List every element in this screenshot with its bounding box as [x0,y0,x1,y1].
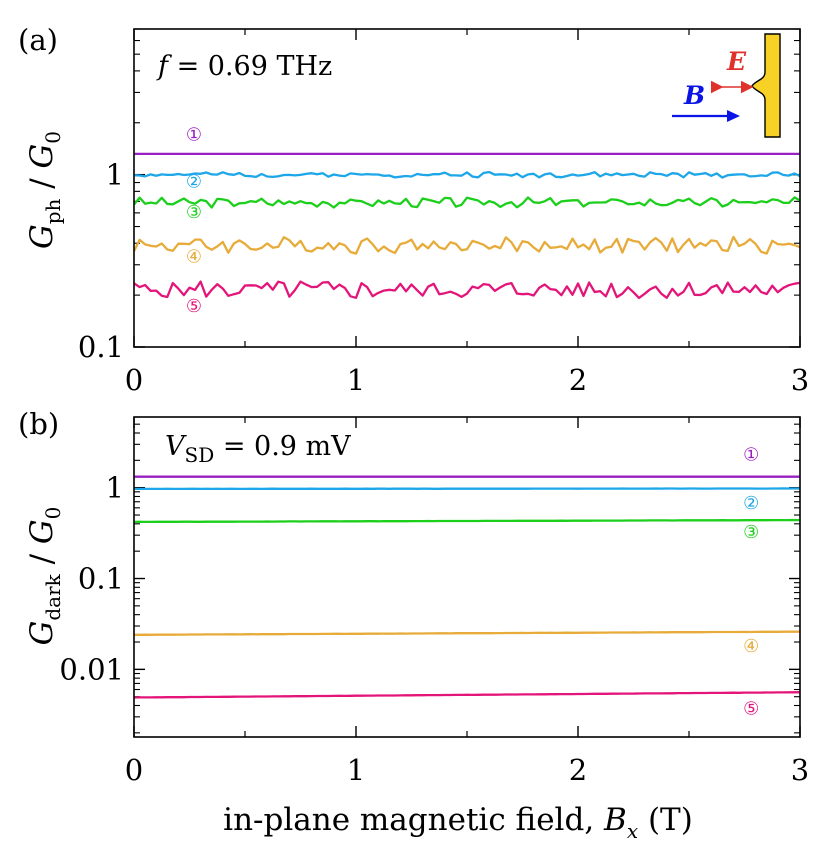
panel-b-series [133,475,801,699]
series-line-3 [133,518,801,524]
series-marker-3: ③ [186,202,202,223]
panel-b: (b) Gdark / G0 VSD = 0.9 mV 0 1 2 3 0.01 0.1 1… [18,407,809,787]
panel-b-markers: ① ② ③ ④ ⑤ [743,444,759,719]
y-tick-label: 0.1 [78,330,124,364]
series-line-5 [133,280,801,300]
panel-b-frame [133,416,801,738]
panel-a-markers: ① ② ③ ④ ⑤ [186,124,202,316]
inset-schematic: E B [672,33,781,138]
series-marker-4: ④ [186,246,202,267]
y-tick-label: 0.01 [59,652,124,686]
svg-text:Gph / G0: Gph / G0 [24,131,65,249]
panel-a-ylabel: Gph / G0 [24,131,65,249]
svg-text:Gdark / G0: Gdark / G0 [24,507,65,646]
x-axis-label: in-plane magnetic field, Bx (T) [223,802,693,843]
panel-a-frame [133,28,801,348]
x-tick-label: 3 [791,363,809,397]
panel-b-label: (b) [18,407,59,441]
series-line-3 [133,196,801,209]
series-marker-4: ④ [743,636,759,657]
series-line-2 [133,170,801,179]
panel-a-annotation: f = 0.69 THz [156,51,332,82]
y-tick-label: 1 [106,471,124,505]
series-line-5 [133,691,801,699]
E-label: E [726,47,747,76]
series-marker-5: ⑤ [743,698,759,719]
series-marker-1: ① [186,124,202,145]
B-label: B [683,81,705,110]
panel-a: (a) Gph / G0 f = 0.69 THz 0 1 2 3 0.1 1 ① ② ③ ④ ⑤… [18,23,809,397]
x-tick-label: 3 [791,753,809,787]
x-tick-label: 2 [569,363,587,397]
B-arrowhead [727,110,740,122]
panel-b-ylabel: Gdark / G0 [24,507,65,646]
series-marker-1: ① [743,444,759,465]
series-marker-5: ⑤ [186,296,202,317]
panel-a-series [132,152,801,300]
series-line-4 [134,630,800,636]
y-tick-label: 1 [106,158,124,192]
x-tick-label: 0 [125,753,143,787]
contact-shape [751,33,781,138]
series-marker-2: ② [743,493,759,514]
x-tick-label: 1 [347,363,365,397]
y-tick-label: 0.1 [78,562,124,596]
x-tick-label: 0 [125,363,143,397]
series-line-4 [132,235,801,255]
x-tick-label: 1 [347,753,365,787]
panel-b-axes: 0 1 2 3 0.01 0.1 1 [59,416,809,787]
series-marker-2: ② [186,172,202,193]
panel-b-annotation: VSD = 0.9 mV [165,431,351,467]
panel-a-label: (a) [18,23,58,57]
x-tick-label: 2 [569,753,587,787]
series-marker-3: ③ [743,522,759,543]
series-line-2 [134,487,800,491]
